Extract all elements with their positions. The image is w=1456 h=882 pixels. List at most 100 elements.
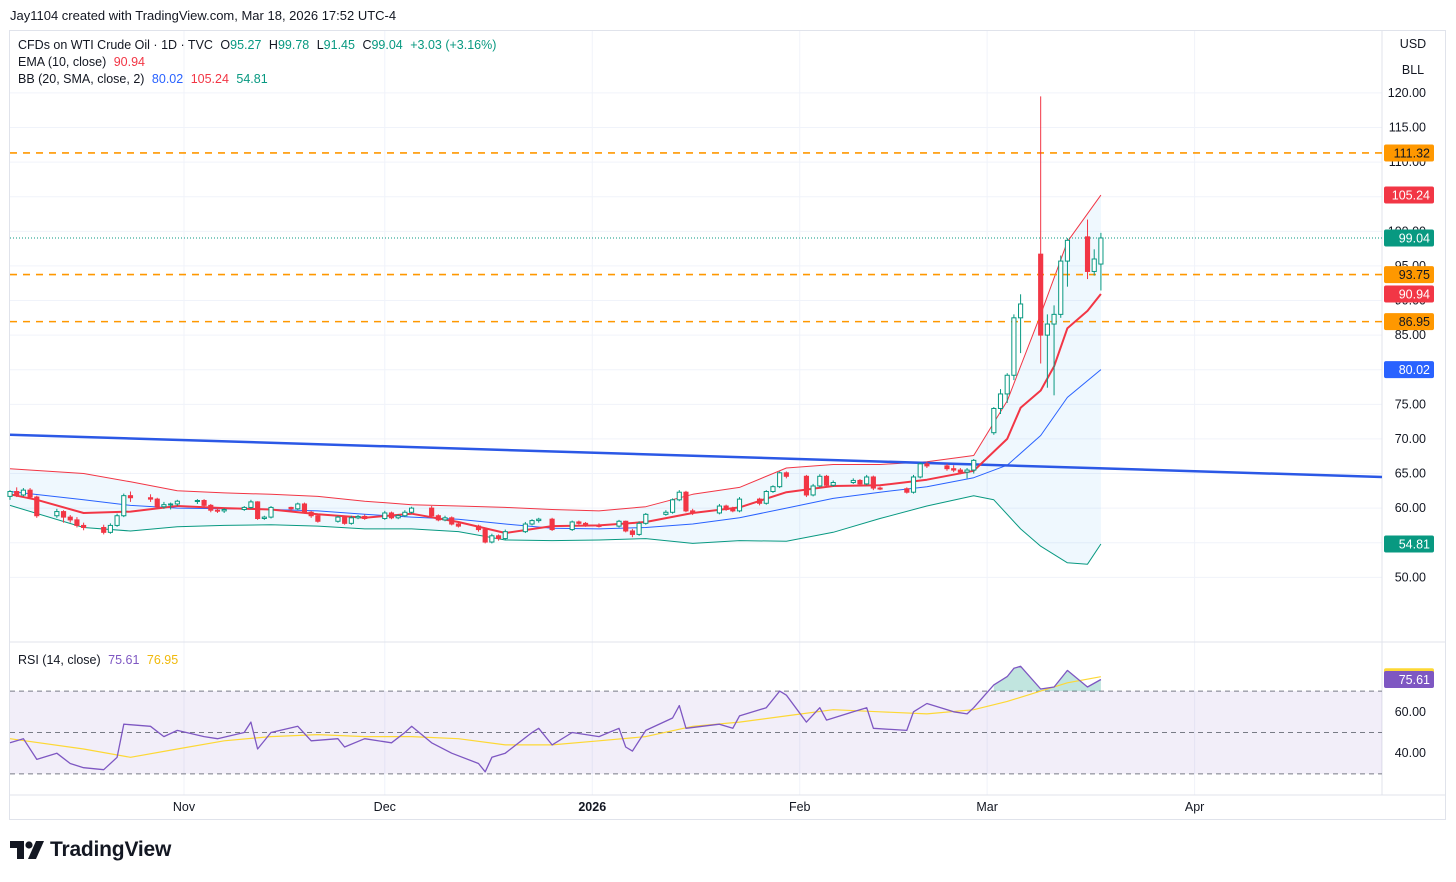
candle-body bbox=[850, 479, 856, 484]
candle bbox=[830, 480, 836, 487]
candle-body bbox=[502, 531, 508, 540]
candle-body bbox=[482, 529, 488, 543]
candle bbox=[147, 494, 154, 502]
candle-body bbox=[870, 476, 876, 489]
candle-body bbox=[536, 518, 542, 522]
candle bbox=[295, 502, 301, 511]
candle bbox=[261, 515, 267, 520]
candle bbox=[777, 471, 783, 489]
currency-button[interactable]: USD bbox=[1399, 37, 1427, 51]
ema-label[interactable]: EMA (10, close) bbox=[18, 55, 107, 69]
candle-body bbox=[823, 475, 830, 486]
candle bbox=[870, 475, 876, 491]
candle bbox=[1011, 314, 1017, 381]
candle-body bbox=[951, 468, 957, 471]
rsi-tick-label: 40.00 bbox=[1395, 746, 1426, 760]
candle bbox=[221, 508, 227, 513]
candle-body bbox=[315, 515, 321, 522]
candle bbox=[288, 506, 294, 511]
candle-body bbox=[147, 497, 154, 500]
trendline bbox=[9, 433, 1383, 479]
candle bbox=[549, 517, 555, 531]
candle-body bbox=[629, 530, 635, 535]
candle-body bbox=[60, 511, 67, 518]
symbol-title[interactable]: CFDs on WTI Crude Oil · 1D · TVC bbox=[18, 38, 213, 52]
candle-body bbox=[529, 520, 535, 525]
candle-body bbox=[355, 515, 361, 519]
candle-body bbox=[388, 512, 395, 519]
candle-body bbox=[335, 516, 341, 522]
time-tick-label: Nov bbox=[173, 800, 196, 814]
rsi-ma-value: 76.95 bbox=[146, 653, 179, 667]
candle-body bbox=[268, 506, 274, 518]
rsi-value: 75.61 bbox=[108, 653, 140, 667]
candle-body bbox=[1011, 317, 1017, 376]
candle-body bbox=[489, 535, 495, 543]
attribution: Jay1104 created with TradingView.com, Ma… bbox=[10, 8, 397, 23]
tradingview-logo[interactable]: TradingView bbox=[10, 838, 171, 862]
candle-body bbox=[730, 509, 736, 512]
candle bbox=[442, 515, 448, 522]
candle-body bbox=[395, 515, 401, 519]
candle-body bbox=[736, 498, 743, 512]
candle bbox=[121, 493, 127, 518]
candle bbox=[924, 461, 930, 468]
candle-body bbox=[596, 524, 602, 527]
rsi-label[interactable]: RSI (14, close) bbox=[18, 653, 101, 667]
bb-basis-value: 80.02 bbox=[151, 72, 184, 86]
candle-body bbox=[107, 524, 113, 533]
candle bbox=[315, 514, 321, 523]
candle-body bbox=[408, 507, 415, 513]
candle-body bbox=[522, 523, 528, 533]
tradingview-wordmark: TradingView bbox=[50, 838, 172, 861]
candle bbox=[241, 506, 247, 511]
bb-lower-value: 54.81 bbox=[236, 72, 268, 86]
candle bbox=[676, 490, 682, 502]
time-tick-label: Feb bbox=[789, 800, 811, 814]
candle bbox=[757, 497, 763, 506]
candle-body bbox=[676, 491, 682, 501]
low-value: 91.45 bbox=[323, 38, 355, 52]
candle-body bbox=[997, 393, 1004, 409]
candle-body bbox=[201, 500, 207, 506]
candle bbox=[997, 389, 1004, 415]
candle bbox=[910, 474, 917, 494]
candle-body bbox=[924, 463, 930, 467]
unit-button[interactable]: BLL bbox=[1401, 63, 1425, 77]
symbol-legend: CFDs on WTI Crude Oil · 1D · TVC O95.27 … bbox=[18, 38, 500, 52]
candle-body bbox=[67, 516, 73, 521]
candle bbox=[60, 510, 67, 523]
high-value: 99.78 bbox=[277, 38, 310, 52]
candle-body bbox=[1064, 239, 1071, 262]
price-tick-label: 70.00 bbox=[1395, 432, 1426, 446]
candle bbox=[810, 483, 816, 497]
candle-body bbox=[683, 491, 689, 512]
candle bbox=[301, 502, 308, 514]
candle bbox=[991, 407, 997, 435]
price-label: 93.75 bbox=[1384, 266, 1434, 284]
candle bbox=[208, 503, 214, 513]
candle-body bbox=[20, 489, 26, 496]
price-label-text: 86.95 bbox=[1399, 315, 1430, 329]
ema-legend: EMA (10, close) 90.94 bbox=[18, 55, 149, 69]
candle-body bbox=[495, 535, 502, 540]
candle bbox=[475, 524, 482, 532]
candle bbox=[522, 521, 528, 534]
candle bbox=[690, 508, 696, 516]
candle-body bbox=[857, 479, 863, 485]
candle-body bbox=[14, 491, 20, 496]
candle bbox=[161, 501, 167, 509]
price-label-text: 111.32 bbox=[1394, 146, 1430, 160]
candle bbox=[629, 528, 635, 538]
candle bbox=[951, 465, 957, 473]
bb-label[interactable]: BB (20, SMA, close, 2) bbox=[18, 72, 145, 86]
candle-body bbox=[957, 469, 963, 473]
candle bbox=[857, 479, 863, 486]
candle-body bbox=[670, 499, 676, 513]
candle-body bbox=[248, 501, 254, 508]
candle bbox=[971, 458, 977, 474]
candle bbox=[723, 504, 729, 511]
price-label: 99.04 bbox=[1384, 229, 1434, 247]
candle-body bbox=[991, 407, 997, 434]
